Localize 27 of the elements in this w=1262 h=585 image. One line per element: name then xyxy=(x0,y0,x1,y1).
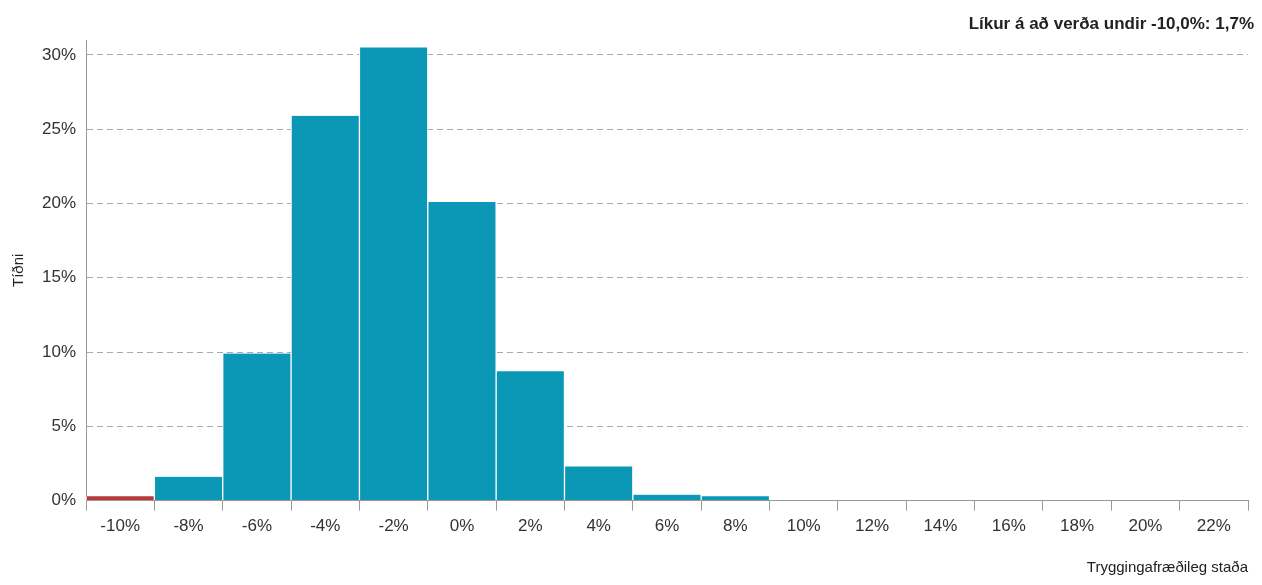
x-tick-label: 0% xyxy=(449,516,475,536)
text: Líkur á að verða undir -10,0%: 1,7% xyxy=(968,14,1254,34)
x-tick-label: 6% xyxy=(654,516,680,536)
y-axis-title: Tíðni xyxy=(9,253,27,287)
y-tick-label: 5% xyxy=(51,416,77,435)
x-tick-label: 16% xyxy=(991,516,1026,536)
x-tick-label: 14% xyxy=(923,516,958,536)
y-tick-label: 15% xyxy=(41,267,77,287)
x-tick-label: 8% xyxy=(723,516,748,536)
x-tick-label: -4% xyxy=(310,516,341,536)
x-tick-label: 20% xyxy=(1128,516,1163,536)
x-tick-label: 22% xyxy=(1196,516,1231,536)
x-tick-label: 4% xyxy=(586,516,611,536)
x-tick-label: -2% xyxy=(378,516,409,536)
x-axis-title: Tryggingafræðileg staða xyxy=(1086,558,1249,576)
x-tick-label: 10% xyxy=(786,516,821,536)
x-tick-label: 12% xyxy=(855,516,890,536)
x-tick-label: -6% xyxy=(241,516,273,536)
y-tick-label: 30% xyxy=(41,44,77,64)
x-tick-label: -10% xyxy=(100,516,141,536)
x-tick-label: 18% xyxy=(1060,516,1095,536)
y-tick-label: 20% xyxy=(41,193,77,213)
x-tick-label: -8% xyxy=(173,516,204,536)
y-tick-label: 0% xyxy=(51,490,77,510)
y-tick-label: 10% xyxy=(41,341,77,361)
y-tick-label: 25% xyxy=(41,118,77,138)
x-tick-label: 2% xyxy=(518,516,543,536)
